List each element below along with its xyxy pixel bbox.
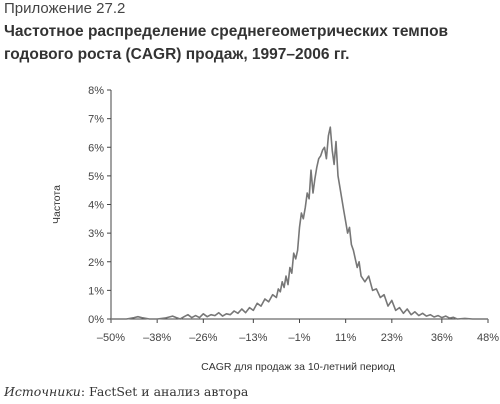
y-tick-label: 2%: [88, 257, 104, 269]
x-tick-label: –13%: [239, 332, 267, 344]
x-tick-label: –50%: [97, 332, 125, 344]
y-tick-label: 5%: [88, 171, 104, 183]
x-axis-title: CAGR для продаж за 10-летний период: [201, 361, 395, 373]
y-axis-title: Частота: [51, 185, 63, 224]
series-line: [111, 126, 488, 320]
frequency-chart: 0% 1% 2% 3% 4% 5% 6% 7% 8% –50% –38% –26% –13% –1% 11…: [51, 85, 499, 373]
x-tick-label: –1%: [288, 332, 310, 344]
y-tick-label: 1%: [88, 285, 104, 297]
y-tick-label: 0%: [88, 314, 104, 326]
x-tick-label: 23%: [381, 332, 403, 344]
y-tick-label: 6%: [88, 142, 104, 154]
y-tick-label: 8%: [88, 85, 104, 97]
source-note: Источники: FactSet и анализ автора: [4, 384, 248, 399]
y-tick-label: 4%: [88, 200, 104, 212]
exhibit-label: Приложение 27.2: [4, 0, 126, 17]
x-tick-label: 36%: [431, 332, 453, 344]
source-label: Источники: [4, 384, 81, 399]
y-tick-label: 7%: [88, 114, 104, 126]
x-tick-label: –26%: [189, 332, 217, 344]
series-group: [111, 126, 488, 320]
x-tick-label: 48%: [477, 332, 499, 344]
x-tick-label: 11%: [335, 332, 356, 344]
source-text: : FactSet и анализ автора: [80, 384, 249, 399]
x-axis: –50% –38% –26% –13% –1% 11% 23% 36% 48%: [97, 318, 499, 344]
chart-title: Частотное распределение среднегеометриче…: [4, 23, 449, 63]
x-tick-label: –38%: [143, 332, 171, 344]
y-tick-label: 3%: [88, 228, 104, 240]
y-axis: 0% 1% 2% 3% 4% 5% 6% 7% 8%: [88, 85, 112, 326]
